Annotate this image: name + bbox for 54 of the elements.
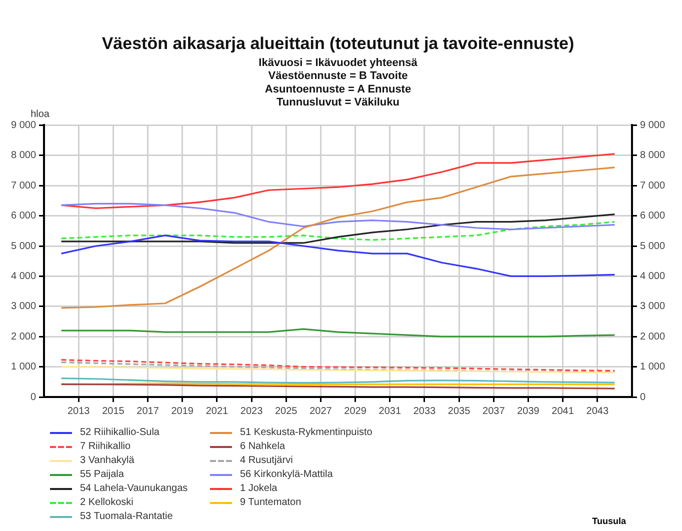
- chart-title: Väestön aikasarja alueittain (toteutunut ja tavoite-ennuste): [102, 34, 574, 53]
- y2-tick-label: 9 000: [640, 120, 666, 131]
- x-tick-label: 2019: [171, 406, 194, 417]
- legend-label: 1 Jokela: [240, 483, 278, 494]
- legend-label: 53 Tuomala-Rantatie: [80, 511, 173, 522]
- x-tick-label: 2043: [586, 406, 609, 417]
- y2-tick-label: 3 000: [640, 301, 666, 312]
- legend-label: 2 Kellokoski: [80, 497, 134, 508]
- legend-label: 52 Riihikallio-Sula: [80, 427, 160, 438]
- y-axis-title: hloa: [30, 108, 50, 120]
- y-tick-label: 9 000: [10, 120, 36, 131]
- y2-tick-label: 6 000: [640, 210, 666, 222]
- y-tick-label: 2 000: [10, 331, 36, 342]
- y2-tick-label: 7 000: [640, 180, 666, 192]
- x-tick-label: 2039: [517, 406, 540, 417]
- x-tick-label: 2041: [552, 406, 574, 417]
- x-tick-label: 2021: [206, 406, 229, 417]
- y2-tick-label: 1 000: [640, 362, 666, 373]
- x-tick-label: 2025: [274, 406, 298, 417]
- legend-label: 7 Riihikallio: [80, 441, 131, 452]
- legend-label: 9 Tuntematon: [240, 497, 302, 508]
- legend-label: 6 Nahkela: [240, 441, 286, 452]
- y2-tick-label: 4 000: [640, 270, 666, 282]
- y-tick-label: 1 000: [10, 362, 36, 373]
- x-tick-label: 2015: [102, 406, 125, 417]
- x-tick-label: 2037: [482, 406, 506, 417]
- y-tick-label: 5 000: [10, 240, 36, 252]
- x-tick-label: 2031: [378, 406, 402, 417]
- y-tick-label: 8 000: [10, 150, 36, 162]
- x-tick-label: 2027: [310, 406, 332, 417]
- legend-label: 4 Rusutjärvi: [240, 455, 293, 466]
- legend-label: 54 Lahela-Vaunukangas: [80, 483, 188, 494]
- legend-label: 56 Kirkonkylä-Mattila: [240, 469, 333, 480]
- y-tick-label: 0: [30, 392, 36, 403]
- chart-subtitle: Ikävuosi = Ikävuodet yhteensä Väestöennuste = B Tavoite Asuntoennuste = A Ennuste Tunnusluvut = Väkiluku: [258, 57, 418, 109]
- line-series: [60, 221, 616, 241]
- x-tick-label: 2029: [344, 406, 367, 417]
- legend-label: 3 Vanhakylä: [80, 455, 134, 466]
- y-tick-label: 4 000: [10, 270, 36, 282]
- x-tick-label: 2023: [240, 406, 264, 417]
- y-tick-label: 7 000: [10, 180, 36, 192]
- x-tick-label: 2035: [448, 406, 471, 417]
- x-tick-label: 2033: [413, 406, 436, 417]
- x-tick-label: 2013: [67, 406, 90, 417]
- x-tick-label: 2017: [136, 406, 160, 417]
- y-tick-label: 6 000: [10, 210, 36, 222]
- y-tick-label: 3 000: [10, 301, 36, 312]
- y2-tick-label: 0: [640, 392, 646, 403]
- legend-label: 55 Paijala: [80, 469, 124, 480]
- y2-tick-label: 5 000: [640, 240, 666, 252]
- y2-tick-label: 2 000: [640, 331, 666, 342]
- y2-tick-label: 8 000: [640, 150, 666, 162]
- text: Tuusula: [592, 516, 626, 526]
- legend-label: 51 Keskusta-Rykmentinpuisto: [240, 427, 372, 438]
